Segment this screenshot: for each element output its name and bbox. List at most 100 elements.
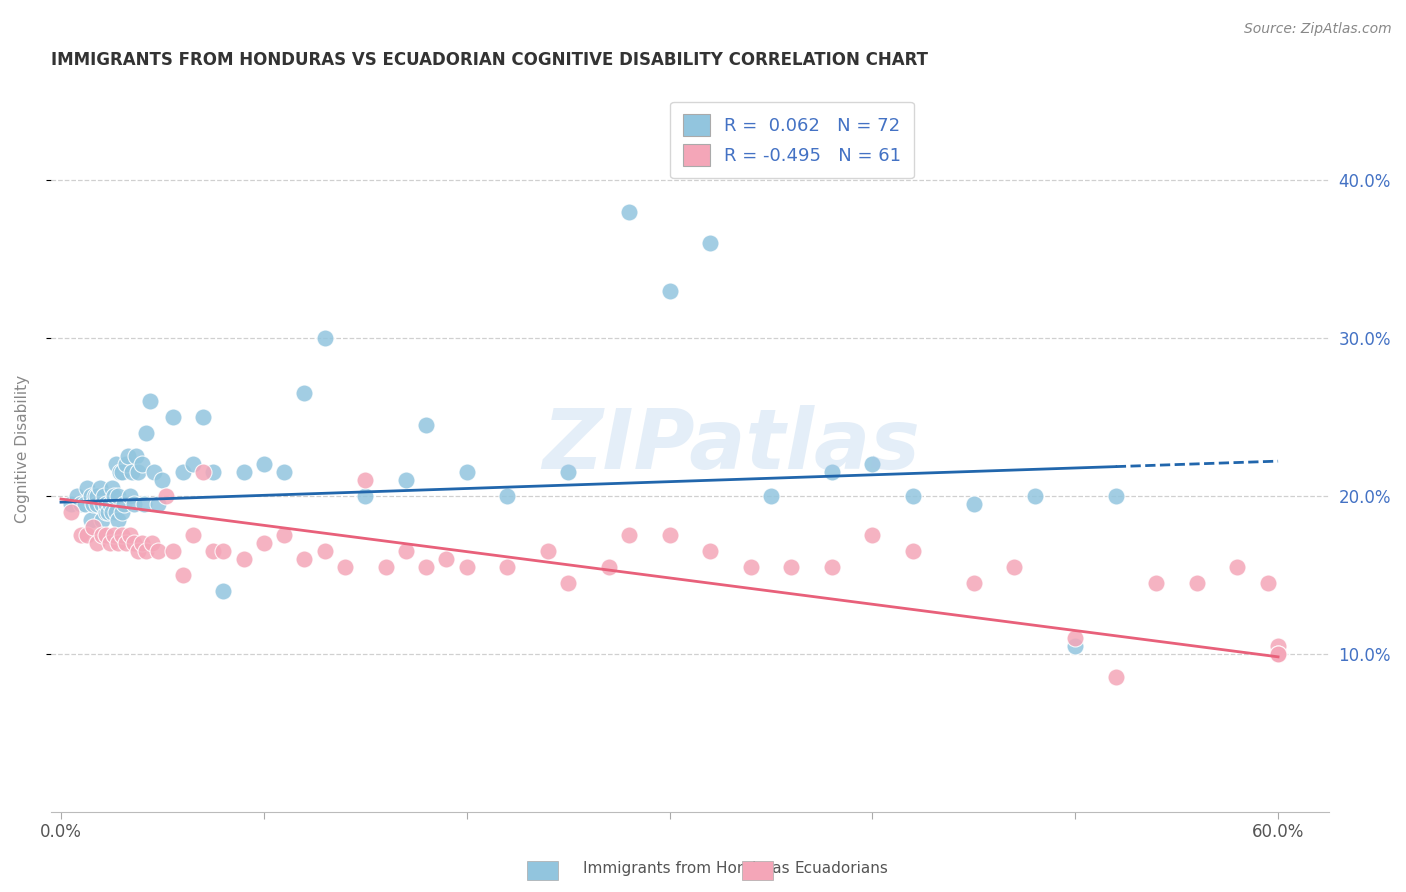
Point xyxy=(253,536,276,550)
Point xyxy=(314,331,336,345)
Point xyxy=(557,575,579,590)
Point xyxy=(598,560,620,574)
Point xyxy=(374,560,396,574)
Point xyxy=(104,505,127,519)
Point xyxy=(759,489,782,503)
Point xyxy=(273,528,295,542)
Point xyxy=(658,528,681,542)
Point xyxy=(1144,575,1167,590)
Point xyxy=(108,465,131,479)
Point xyxy=(860,528,883,542)
Point xyxy=(155,489,177,503)
Text: IMMIGRANTS FROM HONDURAS VS ECUADORIAN COGNITIVE DISABILITY CORRELATION CHART: IMMIGRANTS FROM HONDURAS VS ECUADORIAN C… xyxy=(51,51,928,69)
Point xyxy=(107,536,129,550)
Point xyxy=(111,465,134,479)
Point xyxy=(212,583,235,598)
Point xyxy=(1267,647,1289,661)
Point xyxy=(127,544,149,558)
Point xyxy=(100,481,122,495)
Point xyxy=(1267,639,1289,653)
Point xyxy=(134,497,156,511)
Point xyxy=(617,528,640,542)
Point xyxy=(84,489,107,503)
Point xyxy=(181,458,204,472)
Point xyxy=(1064,631,1087,645)
Point xyxy=(76,528,98,542)
Point xyxy=(172,567,194,582)
Point xyxy=(699,544,721,558)
Point xyxy=(131,458,153,472)
Point xyxy=(76,481,98,495)
Point xyxy=(98,497,121,511)
Point xyxy=(292,386,315,401)
Point xyxy=(456,465,478,479)
Point xyxy=(135,544,157,558)
Point xyxy=(395,473,418,487)
Point xyxy=(537,544,560,558)
Point xyxy=(821,560,844,574)
Point xyxy=(66,489,89,503)
Point xyxy=(122,536,145,550)
Point xyxy=(86,497,108,511)
Point xyxy=(115,458,138,472)
Point xyxy=(89,481,111,495)
Point xyxy=(148,497,170,511)
Point xyxy=(118,489,141,503)
Point xyxy=(292,552,315,566)
Point xyxy=(963,497,986,511)
Point xyxy=(121,465,143,479)
Point xyxy=(107,489,129,503)
Point xyxy=(82,520,104,534)
Point xyxy=(70,528,93,542)
Point xyxy=(456,560,478,574)
Point xyxy=(496,560,519,574)
Point xyxy=(963,575,986,590)
Text: Immigrants from Honduras: Immigrants from Honduras xyxy=(583,861,790,876)
Point xyxy=(86,536,108,550)
Point xyxy=(90,512,112,526)
Point xyxy=(496,489,519,503)
Point xyxy=(86,489,108,503)
Text: Ecuadorians: Ecuadorians xyxy=(794,861,889,876)
Point xyxy=(740,560,762,574)
Y-axis label: Cognitive Disability: Cognitive Disability xyxy=(15,375,30,523)
Point xyxy=(98,536,121,550)
Point xyxy=(70,497,93,511)
Point xyxy=(314,544,336,558)
Point xyxy=(75,497,97,511)
Point xyxy=(1226,560,1249,574)
Point xyxy=(97,505,120,519)
Point xyxy=(90,497,112,511)
Point xyxy=(139,394,162,409)
Point xyxy=(191,465,214,479)
Point xyxy=(1267,647,1289,661)
Point xyxy=(1002,560,1025,574)
Point xyxy=(127,465,149,479)
Point xyxy=(125,450,148,464)
Point xyxy=(94,505,117,519)
Point xyxy=(181,528,204,542)
Point xyxy=(395,544,418,558)
Point xyxy=(1257,575,1279,590)
Point xyxy=(557,465,579,479)
Point xyxy=(333,560,356,574)
Point xyxy=(162,409,184,424)
Point xyxy=(901,544,924,558)
Point xyxy=(202,544,225,558)
Point xyxy=(172,465,194,479)
Point xyxy=(90,528,112,542)
Point xyxy=(1064,639,1087,653)
Point xyxy=(60,497,83,511)
Point xyxy=(111,505,134,519)
Point xyxy=(860,458,883,472)
Point xyxy=(117,450,139,464)
Point xyxy=(273,465,295,479)
Point xyxy=(780,560,803,574)
Text: Source: ZipAtlas.com: Source: ZipAtlas.com xyxy=(1244,22,1392,37)
Point xyxy=(141,536,163,550)
Point xyxy=(115,536,138,550)
Point xyxy=(232,552,254,566)
Point xyxy=(1105,670,1128,684)
Point xyxy=(118,528,141,542)
Point xyxy=(1185,575,1208,590)
